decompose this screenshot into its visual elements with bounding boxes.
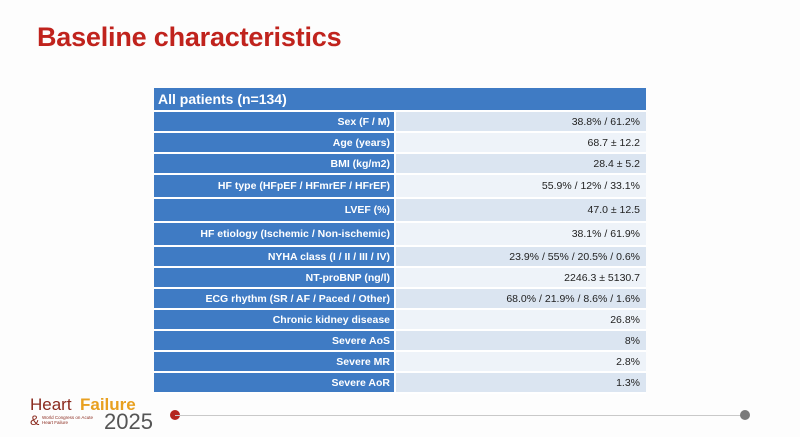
logo-heart-text: Heart bbox=[30, 395, 72, 414]
logo-year: 2025 bbox=[104, 409, 153, 434]
table-row: LVEF (%) 47.0 ± 12.5 bbox=[154, 199, 646, 223]
row-label: Severe AoS bbox=[154, 331, 396, 350]
progress-end-dot bbox=[740, 410, 750, 420]
row-label: NYHA class (I / II / III / IV) bbox=[154, 247, 396, 266]
row-value: 1.3% bbox=[396, 373, 646, 392]
row-value: 23.9% / 55% / 20.5% / 0.6% bbox=[396, 247, 646, 266]
row-value: 68.0% / 21.9% / 8.6% / 1.6% bbox=[396, 289, 646, 308]
logo-subtitle: World Congress on Acute Heart Failure bbox=[42, 415, 93, 425]
table-row: NT-proBNP (ng/l) 2246.3 ± 5130.7 bbox=[154, 268, 646, 289]
baseline-table: All patients (n=134) Sex (F / M) 38.8% /… bbox=[154, 88, 646, 394]
table-row: Severe MR 2.8% bbox=[154, 352, 646, 373]
table-row: BMI (kg/m2) 28.4 ± 5.2 bbox=[154, 154, 646, 175]
row-value: 28.4 ± 5.2 bbox=[396, 154, 646, 173]
table-row: Sex (F / M) 38.8% / 61.2% bbox=[154, 112, 646, 133]
slide-title: Baseline characteristics bbox=[37, 22, 342, 52]
logo-ampersand: & bbox=[30, 412, 40, 428]
table-row: Severe AoS 8% bbox=[154, 331, 646, 352]
table-header: All patients (n=134) bbox=[154, 88, 646, 112]
row-label: NT-proBNP (ng/l) bbox=[154, 268, 396, 287]
row-value: 2.8% bbox=[396, 352, 646, 371]
row-value: 2246.3 ± 5130.7 bbox=[396, 268, 646, 287]
table-row: ECG rhythm (SR / AF / Paced / Other) 68.… bbox=[154, 289, 646, 310]
row-value: 26.8% bbox=[396, 310, 646, 329]
row-label: ECG rhythm (SR / AF / Paced / Other) bbox=[154, 289, 396, 308]
row-label: Sex (F / M) bbox=[154, 112, 396, 131]
row-value: 55.9% / 12% / 33.1% bbox=[396, 175, 646, 197]
table-row: HF etiology (Ischemic / Non-ischemic) 38… bbox=[154, 223, 646, 247]
row-label: BMI (kg/m2) bbox=[154, 154, 396, 173]
row-value: 38.8% / 61.2% bbox=[396, 112, 646, 131]
row-value: 38.1% / 61.9% bbox=[396, 223, 646, 245]
row-label: LVEF (%) bbox=[154, 199, 396, 221]
table-row: HF type (HFpEF / HFmrEF / HFrEF) 55.9% /… bbox=[154, 175, 646, 199]
row-label: Chronic kidney disease bbox=[154, 310, 396, 329]
row-label: Severe AoR bbox=[154, 373, 396, 392]
row-value: 47.0 ± 12.5 bbox=[396, 199, 646, 221]
row-label: Age (years) bbox=[154, 133, 396, 152]
row-label: HF type (HFpEF / HFmrEF / HFrEF) bbox=[154, 175, 396, 197]
table-row: Chronic kidney disease 26.8% bbox=[154, 310, 646, 331]
footer-progress-line bbox=[175, 415, 746, 416]
row-label: HF etiology (Ischemic / Non-ischemic) bbox=[154, 223, 396, 245]
logo-failure-text: Failure bbox=[80, 395, 136, 414]
row-value: 68.7 ± 12.2 bbox=[396, 133, 646, 152]
row-value: 8% bbox=[396, 331, 646, 350]
table-row: Age (years) 68.7 ± 12.2 bbox=[154, 133, 646, 154]
row-label: Severe MR bbox=[154, 352, 396, 371]
heart-failure-logo: Heart Failure & World Congress on Acute … bbox=[30, 395, 170, 435]
table-row: NYHA class (I / II / III / IV) 23.9% / 5… bbox=[154, 247, 646, 268]
table-row: Severe AoR 1.3% bbox=[154, 373, 646, 394]
